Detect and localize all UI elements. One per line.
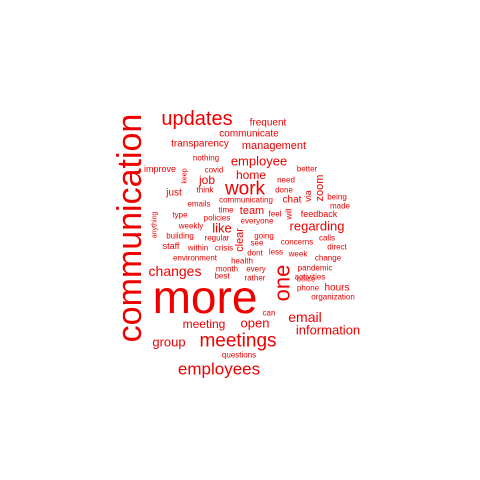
word-regarding: regarding bbox=[290, 219, 345, 234]
word-week: week bbox=[288, 250, 309, 259]
word-hours: hours bbox=[324, 283, 349, 294]
word-staff: staff bbox=[163, 241, 180, 251]
word-pandemic: pandemic bbox=[298, 264, 333, 273]
word-keep: keep bbox=[182, 168, 189, 183]
word-can: can bbox=[263, 309, 276, 318]
word-need: need bbox=[277, 176, 295, 185]
word-best: best bbox=[214, 272, 230, 281]
word-month: month bbox=[216, 265, 238, 274]
word-work: work bbox=[224, 179, 266, 200]
word-email: email bbox=[288, 309, 321, 325]
word-like: like bbox=[212, 221, 232, 236]
word-feedback: feedback bbox=[301, 209, 338, 219]
word-one: one bbox=[270, 265, 295, 302]
word-questions: questions bbox=[222, 351, 256, 360]
word-regular: regular bbox=[205, 234, 230, 243]
word-communication: communication bbox=[111, 114, 149, 343]
word-open: open bbox=[241, 316, 270, 331]
word-just: just bbox=[165, 188, 182, 199]
word-frequent: frequent bbox=[250, 118, 287, 129]
word-nothing: nothing bbox=[193, 154, 219, 163]
word-made: made bbox=[330, 202, 351, 211]
word-group: group bbox=[152, 335, 185, 350]
word-employees: employees bbox=[178, 360, 260, 379]
word-everyone: everyone bbox=[241, 217, 274, 226]
word-meetings: meetings bbox=[199, 331, 276, 352]
word-emails: emails bbox=[187, 200, 210, 209]
word-employee: employee bbox=[231, 154, 287, 169]
word-time: time bbox=[218, 206, 234, 215]
word-environment: environment bbox=[173, 254, 218, 263]
word-type: type bbox=[172, 211, 188, 220]
word-clear: clear bbox=[234, 228, 246, 252]
word-done: done bbox=[275, 186, 293, 195]
word-communicate: communicate bbox=[219, 129, 279, 140]
word-information: information bbox=[296, 323, 360, 338]
word-changes: changes bbox=[149, 263, 202, 279]
word-organization: organization bbox=[311, 293, 355, 302]
word-crisis: crisis bbox=[215, 244, 233, 253]
word-zoom: zoom bbox=[314, 175, 326, 202]
word-every: every bbox=[246, 265, 266, 274]
word-phone: phone bbox=[297, 284, 320, 293]
word-office: office bbox=[297, 275, 317, 284]
word-change: change bbox=[315, 254, 342, 263]
word-meeting: meeting bbox=[183, 317, 226, 331]
word-building: building bbox=[166, 232, 194, 241]
word-management: management bbox=[242, 140, 306, 152]
word-covid: covid bbox=[205, 166, 224, 175]
word-team: team bbox=[240, 205, 264, 217]
word-going: going bbox=[254, 232, 274, 241]
word-rather: rather bbox=[245, 274, 266, 283]
word-calls: calls bbox=[319, 234, 335, 243]
word-feel: feel bbox=[269, 210, 282, 219]
word-anything: anything bbox=[152, 212, 159, 239]
word-job: job bbox=[198, 173, 215, 187]
word-within: within bbox=[187, 244, 208, 253]
word-chat: chat bbox=[283, 195, 302, 206]
word-think: think bbox=[197, 186, 215, 195]
word-dont: dont bbox=[247, 249, 263, 258]
word-improve: improve bbox=[144, 164, 176, 174]
word-via: via bbox=[303, 190, 313, 202]
word-updates: updates bbox=[161, 108, 232, 130]
word-see: see bbox=[251, 239, 264, 248]
word-less: less bbox=[269, 248, 283, 257]
word-transparency: transparency bbox=[171, 139, 229, 150]
word-health: health bbox=[231, 257, 253, 266]
word-more: more bbox=[153, 271, 258, 323]
word-policies: policies bbox=[204, 214, 231, 223]
word-direct: direct bbox=[327, 243, 347, 252]
word-will: will bbox=[285, 208, 294, 220]
word-concerns: concerns bbox=[281, 238, 313, 247]
word-better: better bbox=[297, 165, 318, 174]
word-cloud-words: communication more updates employees mee… bbox=[111, 108, 360, 379]
word-communicating: communicating bbox=[219, 196, 273, 205]
word-weekly: weekly bbox=[178, 222, 203, 231]
word-activities: activities bbox=[295, 273, 326, 282]
word-being: being bbox=[327, 193, 347, 202]
word-home: home bbox=[236, 168, 266, 182]
